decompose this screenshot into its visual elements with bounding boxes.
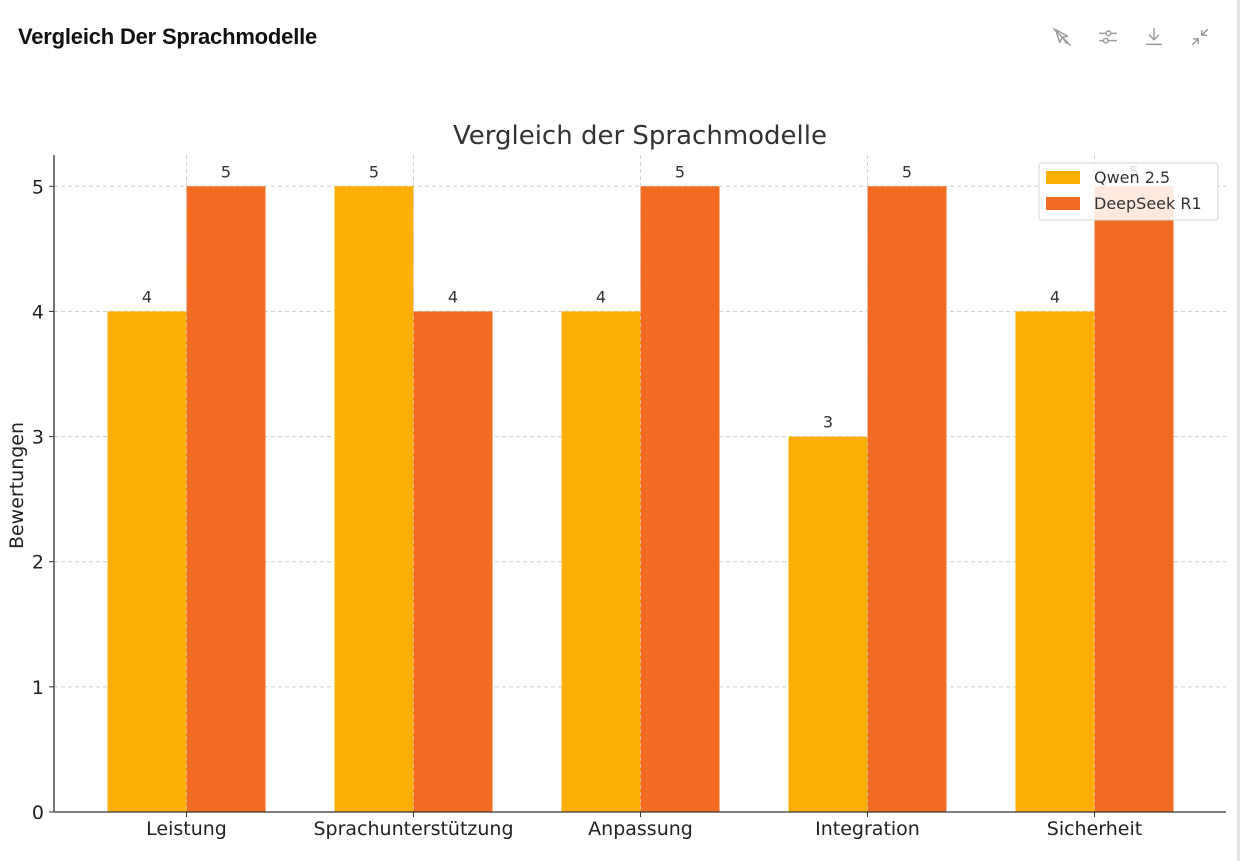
data-label: 5	[902, 162, 912, 181]
data-label: 5	[221, 162, 231, 181]
download-button[interactable]	[1138, 22, 1170, 52]
data-label: 4	[142, 287, 152, 306]
y-tick-label: 1	[32, 677, 44, 699]
chart-title: Vergleich der Sprachmodelle	[453, 121, 827, 151]
x-tick-label: Anpassung	[588, 818, 693, 840]
download-icon	[1145, 28, 1163, 46]
data-label: 4	[596, 287, 606, 306]
data-label: 3	[823, 413, 833, 432]
page-title: Vergleich Der Sprachmodelle	[18, 24, 318, 49]
bar-qwen-2-5[interactable]	[788, 436, 868, 812]
y-tick-label: 2	[32, 552, 44, 574]
bar-qwen-2-5[interactable]	[561, 311, 641, 812]
legend-swatch	[1046, 171, 1080, 184]
interactive-toggle-button[interactable]	[1046, 22, 1078, 52]
bar-deepseek-r1[interactable]	[640, 186, 720, 813]
y-tick-label: 0	[32, 802, 44, 824]
y-axis-label: Bewertungen	[6, 422, 28, 549]
x-tick-label: Sprachunterstützung	[313, 818, 513, 840]
x-tick-label: Sicherheit	[1047, 818, 1142, 840]
bar-deepseek-r1[interactable]	[186, 186, 266, 813]
collapse-button[interactable]	[1184, 22, 1216, 52]
x-tick-label: Integration	[815, 818, 920, 840]
legend-label[interactable]: Qwen 2.5	[1094, 168, 1170, 187]
y-tick-label: 4	[32, 301, 44, 323]
bar-deepseek-r1[interactable]	[1094, 186, 1174, 813]
collapse-icon	[1191, 28, 1209, 46]
bar-qwen-2-5[interactable]	[107, 311, 187, 812]
chart-toolbar	[1046, 22, 1216, 52]
legend-swatch	[1046, 197, 1080, 210]
panel-divider	[1237, 0, 1240, 861]
data-label: 4	[448, 287, 458, 306]
y-tick-label: 3	[32, 427, 44, 449]
y-tick-label: 5	[32, 176, 44, 198]
legend-box	[1038, 162, 1219, 221]
bar-qwen-2-5[interactable]	[1015, 311, 1095, 812]
legend-label[interactable]: DeepSeek R1	[1094, 194, 1202, 213]
x-tick-label: Leistung	[146, 818, 227, 840]
chart-header: Vergleich Der Sprachmodelle	[0, 0, 1240, 76]
bar-deepseek-r1[interactable]	[867, 186, 947, 813]
data-label: 5	[369, 162, 379, 181]
data-label: 4	[1050, 287, 1060, 306]
bar-deepseek-r1[interactable]	[413, 311, 493, 812]
cursor-off-icon	[1053, 28, 1071, 46]
bar-qwen-2-5[interactable]	[334, 186, 414, 813]
chart-settings-button[interactable]	[1092, 22, 1124, 52]
data-label: 5	[675, 162, 685, 181]
sliders-icon	[1099, 30, 1117, 44]
